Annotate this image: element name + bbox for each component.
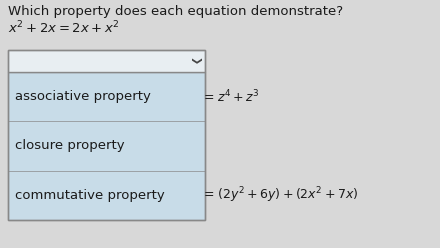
Text: associative property: associative property [15, 90, 151, 103]
Bar [8, 72, 205, 220]
Text: Which property does each equation demonstrate?: Which property does each equation demons… [8, 5, 343, 18]
Text: = $(2y^2 + 6y) + (2x^2 + 7x)$: = $(2y^2 + 6y) + (2x^2 + 7x)$ [203, 186, 358, 205]
Text: ❯: ❯ [190, 57, 200, 65]
Bar [8, 50, 205, 72]
Text: $x^2 + 2x = 2x + x^2$: $x^2 + 2x = 2x + x^2$ [8, 20, 120, 37]
Bar [8, 50, 205, 220]
Text: commutative property: commutative property [15, 189, 165, 202]
Text: = $z^4 + z^3$: = $z^4 + z^3$ [203, 88, 260, 105]
Text: closure property: closure property [15, 139, 125, 153]
